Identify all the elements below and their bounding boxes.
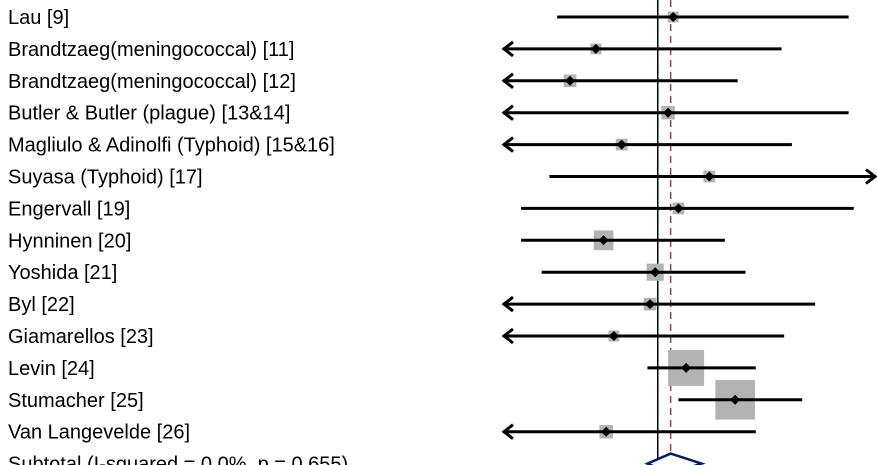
study-label: Giamarellos [23] [8, 326, 154, 348]
point-estimate [663, 107, 674, 118]
study-label: Hynninen [20] [8, 230, 131, 252]
study-label: Brandtzaeg(meningococcal) [12] [8, 71, 296, 93]
reference-lines [657, 0, 672, 465]
pooled-diamond [644, 452, 706, 465]
point-estimate [650, 267, 661, 278]
point-estimate [616, 139, 627, 150]
ci-arrow-left [501, 327, 514, 345]
point-estimate [590, 43, 601, 54]
weight-boxes [563, 11, 755, 439]
study-label: Engervall [19] [8, 198, 130, 220]
study-labels: Lau [9] Brandtzaeg(meningococcal) [11] Bra… [8, 7, 348, 465]
subtotal-label: Subtotal (I-squared = 0.0%, p = 0.655) [8, 454, 348, 465]
ci-arrow-right [865, 168, 877, 185]
study-label: Magliulo & Adinolfi (Typhoid) [15&16] [8, 135, 335, 157]
study-label: Yoshida [21] [8, 262, 117, 284]
study-label: Brandtzaeg(meningococcal) [11] [8, 39, 294, 61]
point-estimate [565, 75, 576, 86]
point-estimate [645, 299, 656, 310]
point-estimate [704, 171, 715, 182]
study-label: Byl [22] [8, 294, 75, 316]
point-estimate [608, 331, 619, 341]
study-label: Van Langevelde [26] [8, 422, 190, 444]
point-estimate [668, 12, 679, 22]
ci-arrow-left [501, 104, 514, 121]
study-label: Lau [9] [8, 7, 69, 29]
ci-arrow-left [501, 423, 514, 440]
ci-arrow-left [501, 136, 514, 153]
study-label: Suyasa (Typhoid) [17] [8, 167, 203, 189]
point-estimate [673, 203, 684, 214]
study-label: Butler & Butler (plague) [13&14] [8, 103, 290, 125]
ci-arrow-left [501, 295, 514, 313]
ci-arrow-left [501, 40, 514, 58]
point-estimate [601, 426, 612, 437]
point-estimate [730, 394, 741, 405]
study-label: Stumacher [25] [8, 390, 144, 412]
study-label: Levin [24] [8, 358, 95, 380]
point-estimate [598, 235, 609, 246]
point-estimate [681, 362, 692, 373]
ci-arrow-left [501, 72, 514, 89]
point-estimates [565, 12, 741, 437]
